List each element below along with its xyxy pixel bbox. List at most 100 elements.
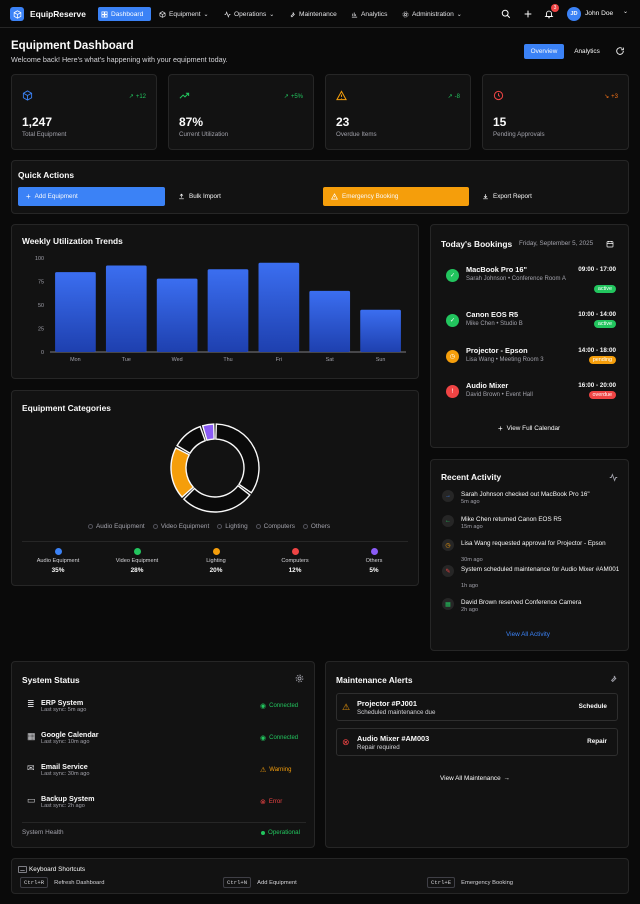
donut-slice-audio-equipment[interactable] — [215, 423, 260, 494]
system-health-value: Operational — [268, 829, 300, 836]
legend-label: Audio Equipment — [96, 523, 145, 530]
booking-item[interactable]: ✓ MacBook Pro 16" Sarah Johnson • Conferen… — [446, 262, 616, 294]
maintenance-alert: ⊗ Audio Mixer #AM003 Repair required Repair — [336, 728, 618, 756]
refresh-icon[interactable] — [615, 46, 625, 56]
nav-equipment[interactable]: Equipment ⌄ — [156, 7, 212, 21]
maintenance-alert: ⚠ Projector #PJ001 Scheduled maintenance d… — [336, 693, 618, 721]
nav-analytics[interactable]: Analytics — [348, 7, 390, 21]
trend-up-icon: ↗ — [447, 94, 453, 100]
package-icon — [22, 90, 33, 101]
notification-badge: 3 — [551, 4, 559, 12]
page-subtitle: Welcome back! Here's what's happening wi… — [11, 55, 228, 64]
nav-dashboard[interactable]: Dashboard — [98, 7, 151, 21]
x-tick-label: Thu — [223, 357, 232, 363]
bar-sat[interactable] — [309, 290, 351, 352]
legend-item[interactable]: Others — [302, 523, 330, 530]
app-logo[interactable] — [10, 7, 24, 21]
box-icon — [13, 9, 21, 19]
category-name: Video Equipment — [115, 558, 159, 564]
category-percent: 28% — [130, 567, 144, 574]
booking-item[interactable]: ◷ Projector - Epson Lisa Wang • Meeting Ro… — [446, 343, 616, 375]
database-icon: ≣ — [27, 699, 35, 709]
view-all-maintenance-button[interactable]: View All Maintenance → — [440, 775, 510, 782]
legend-label: Lighting — [225, 523, 248, 530]
download-icon — [483, 194, 488, 200]
x-circle-icon: ⊗ — [260, 799, 266, 806]
donut-slice-lighting[interactable] — [170, 447, 195, 499]
activity-time: 2h ago — [461, 607, 479, 613]
gear-icon[interactable] — [295, 674, 304, 683]
bell-icon[interactable] — [544, 9, 554, 19]
bulk-import-button[interactable]: Bulk Import — [170, 187, 317, 206]
bar-wed[interactable] — [156, 278, 198, 352]
schedule-button[interactable]: Schedule — [578, 703, 607, 710]
system-health-label: System Health — [22, 829, 64, 836]
stat-value: 15 — [493, 115, 507, 129]
maintenance-name: Projector #PJ001 — [357, 699, 417, 708]
stat-value: 87% — [179, 115, 204, 129]
calendar-icon[interactable] — [606, 240, 614, 248]
bar-thu[interactable] — [207, 269, 249, 352]
system-sync: Last sync: 5m ago — [41, 707, 87, 713]
system-item: ▭ Backup System Last sync: 2h ago ⊗ Error — [27, 794, 307, 812]
activity-time: 15m ago — [461, 524, 483, 530]
search-icon[interactable] — [501, 9, 511, 19]
x-tick-label: Sat — [326, 357, 335, 363]
activity-text: Sarah Johnson checked out MacBook Pro 16… — [461, 491, 590, 498]
stat-card-total: ↗ +12 1,247 Total Equipment — [11, 74, 157, 150]
arrow-left-icon: ← — [442, 515, 454, 527]
donut-slice-computers[interactable] — [176, 425, 207, 455]
x-tick-label: Wed — [172, 357, 183, 363]
legend-label: Computers — [263, 523, 295, 530]
donut-slice-others[interactable] — [201, 423, 215, 442]
view-full-calendar-label: View Full Calendar — [506, 425, 561, 432]
view-full-calendar-button[interactable]: + View Full Calendar — [498, 424, 560, 433]
donut-slice-video-equipment[interactable] — [182, 484, 251, 513]
booking-item[interactable]: ! Audio Mixer David Brown • Event Hall 16:0… — [446, 378, 616, 410]
system-status-text: Warning — [269, 767, 292, 773]
bar-fri[interactable] — [258, 262, 300, 352]
bar-mon[interactable] — [55, 272, 96, 352]
avatar[interactable]: JD — [567, 7, 581, 21]
tab-analytics[interactable]: Analytics — [574, 48, 600, 55]
stat-trend: -8 — [454, 93, 460, 100]
nav-maintenance[interactable]: Maintenance — [286, 7, 340, 21]
user-name[interactable]: John Doe — [585, 10, 614, 17]
legend-item[interactable]: Audio Equipment — [88, 523, 145, 530]
nav-analytics-label: Analytics — [361, 10, 388, 18]
nav-administration[interactable]: Administration ⌄ — [399, 7, 465, 21]
tab-overview[interactable]: Overview — [524, 44, 564, 59]
keyboard-icon — [18, 866, 27, 873]
bar-tue[interactable] — [105, 265, 147, 352]
maintenance-name: Audio Mixer #AM003 — [357, 734, 430, 743]
alert-circle-icon: ! — [446, 385, 459, 398]
legend-item[interactable]: Lighting — [217, 523, 248, 530]
export-report-button[interactable]: Export Report — [474, 187, 622, 206]
activity-icon — [224, 10, 231, 18]
export-report-label: Export Report — [493, 193, 532, 200]
repair-button[interactable]: Repair — [587, 738, 607, 745]
emergency-booking-button[interactable]: Emergency Booking — [323, 187, 469, 206]
stat-card-utilization: ↗ +5% 87% Current Utilization — [168, 74, 314, 150]
category-summary-item: Video Equipment 28% — [101, 548, 173, 574]
booking-name: MacBook Pro 16" — [466, 265, 528, 274]
x-tick-label: Sun — [376, 357, 386, 363]
bar-chart: 0 25 50 75 100 Mon Tue Wed Thu Fri Sat Sun — [35, 256, 406, 363]
legend-item[interactable]: Computers — [255, 523, 295, 530]
emergency-booking-label: Emergency Booking — [342, 193, 399, 200]
stat-label: Total Equipment — [22, 131, 67, 138]
add-equipment-button[interactable]: + Add Equipment — [18, 187, 165, 206]
legend-item[interactable]: Video Equipment — [152, 523, 209, 530]
view-all-activity-link[interactable]: View All Activity — [506, 631, 550, 638]
status-badge: pending — [588, 356, 616, 364]
system-status-badge: ⊗ Error — [260, 798, 282, 806]
stat-label: Pending Approvals — [493, 131, 545, 138]
chevron-down-icon[interactable]: ⌄ — [623, 9, 629, 15]
nav-operations[interactable]: Operations ⌄ — [221, 7, 277, 21]
booking-detail: Lisa Wang • Meeting Room 3 — [466, 357, 544, 363]
plus-icon[interactable] — [523, 9, 533, 19]
bar-sun[interactable] — [360, 309, 401, 352]
legend-swatch — [88, 524, 93, 529]
booking-item[interactable]: ✓ Canon EOS R5 Mike Chen • Studio B 10:00 -… — [446, 307, 616, 339]
system-status-text: Connected — [269, 735, 299, 741]
